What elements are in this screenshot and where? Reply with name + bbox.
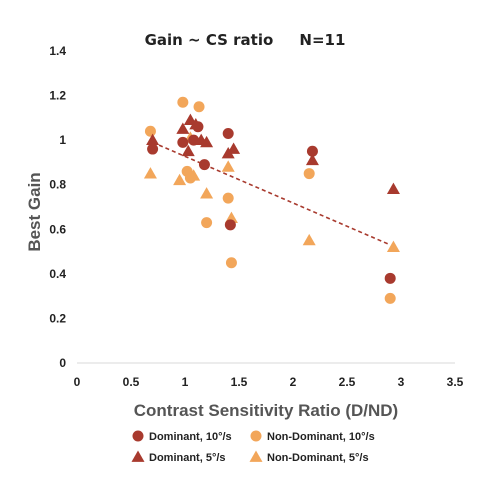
data-point — [177, 96, 189, 108]
data-point — [200, 135, 214, 148]
x-tick-label: 2 — [290, 375, 297, 389]
legend-label: Dominant, 10°/s — [149, 431, 232, 443]
data-points — [143, 96, 400, 304]
data-point — [384, 272, 396, 284]
data-point — [305, 153, 319, 166]
x-tick-label: 1.5 — [231, 375, 248, 389]
data-point — [187, 169, 201, 181]
y-tick-label: 0 — [59, 356, 66, 370]
trendline — [152, 141, 391, 246]
data-point — [222, 127, 234, 139]
data-point — [143, 167, 157, 179]
y-tick-labels: 0 0.2 0.4 0.6 0.8 1 1.2 1.4 — [49, 44, 66, 370]
x-tick-label: 3.5 — [447, 375, 464, 389]
data-point — [147, 143, 159, 155]
y-tick-label: 1 — [59, 133, 66, 147]
data-point — [200, 187, 214, 199]
data-point — [189, 118, 203, 130]
y-tick-label: 0.2 — [49, 311, 66, 325]
y-tick-label: 1.4 — [49, 44, 66, 58]
y-tick-label: 0.4 — [49, 267, 66, 281]
legend-label: Non-Dominant, 5°/s — [267, 452, 369, 464]
x-tick-label: 2.5 — [339, 375, 356, 389]
data-point — [198, 159, 210, 171]
data-point — [201, 217, 213, 229]
x-tick-label: 0.5 — [123, 375, 140, 389]
legend-marker — [250, 430, 262, 442]
legend-marker — [131, 450, 145, 462]
data-point — [221, 160, 235, 172]
x-tick-label: 1 — [182, 375, 189, 389]
data-point — [144, 125, 156, 137]
data-point — [303, 168, 315, 180]
data-point — [176, 122, 190, 134]
data-point — [193, 101, 205, 113]
data-point — [225, 257, 237, 269]
y-tick-label: 1.2 — [49, 89, 66, 103]
data-point — [227, 142, 241, 154]
x-tick-labels: 0 0.5 1 1.5 2 2.5 3 3.5 — [74, 375, 464, 389]
data-point — [306, 145, 318, 157]
legend-label: Dominant, 5°/s — [149, 452, 226, 464]
legend: Dominant, 10°/s Non-Dominant, 10°/s Domina… — [131, 430, 375, 464]
legend-marker — [132, 430, 144, 442]
x-tick-label: 3 — [398, 375, 405, 389]
y-tick-label: 0.6 — [49, 222, 66, 236]
data-point — [386, 240, 400, 252]
data-point — [173, 173, 187, 186]
data-point — [302, 233, 316, 246]
data-point — [222, 192, 234, 204]
y-tick-label: 0.8 — [49, 178, 66, 192]
data-point — [384, 292, 396, 304]
data-point — [386, 182, 400, 195]
x-tick-label: 0 — [74, 375, 81, 389]
chart-title: Gain ~ CS ratio N=11 — [145, 31, 346, 49]
data-point — [181, 144, 195, 157]
x-axis-label: Contrast Sensitivity Ratio (D/ND) — [134, 401, 398, 420]
data-point — [224, 219, 236, 231]
data-point — [146, 133, 160, 146]
y-axis-label: Best Gain — [25, 172, 44, 251]
legend-marker — [249, 450, 263, 462]
legend-label: Non-Dominant, 10°/s — [267, 431, 375, 443]
data-point — [177, 136, 189, 148]
